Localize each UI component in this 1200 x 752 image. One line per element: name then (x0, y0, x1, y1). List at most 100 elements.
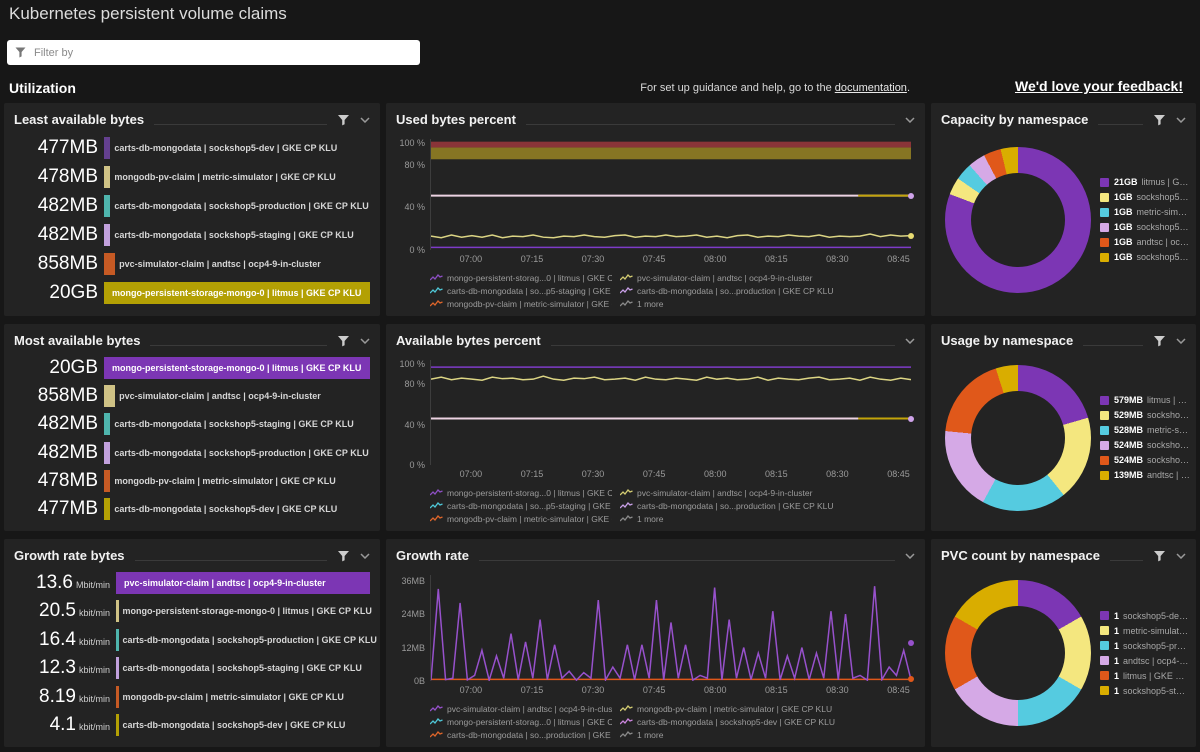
legend-label: sockshop5-s... (1147, 455, 1190, 465)
bar-row[interactable]: 477MB carts-db-mongodata | sockshop5-dev … (14, 497, 370, 522)
legend-item[interactable]: mongo-persistent-storag...0 | litmus | G… (430, 717, 612, 727)
legend-item[interactable]: mongodb-pv-claim | metric-simulator | GK… (620, 704, 915, 714)
legend-item[interactable]: mongo-persistent-storag...0 | litmus | G… (430, 488, 612, 498)
legend-item[interactable]: carts-db-mongodata | sockshop5-dev | GKE… (620, 717, 915, 727)
bar-label: mongo-persistent-storage-mongo-0 | litmu… (122, 606, 372, 617)
legend-item[interactable]: 529MBsockshop5-d... (1100, 408, 1190, 423)
bar-row[interactable]: 20GB mongo-persistent-storage-mongo-0 | l… (14, 281, 370, 306)
filter-funnel-icon[interactable] (337, 114, 350, 126)
legend-item[interactable]: 1GBsockshop5-stag... (1100, 250, 1190, 265)
bar-track: carts-db-mongodata | sockshop5-dev | GKE… (116, 714, 370, 737)
chevron-down-icon[interactable] (360, 116, 370, 123)
filter-funnel-icon[interactable] (1153, 335, 1166, 347)
legend-item[interactable]: 1GBmetric-simulato... (1100, 205, 1190, 220)
legend-item[interactable]: 1sockshop5-produc... (1100, 638, 1190, 653)
chevron-down-icon[interactable] (360, 552, 370, 559)
legend-item[interactable]: mongo-persistent-storag...0 | litmus | G… (430, 273, 612, 283)
legend-item[interactable]: carts-db-mongodata | so...production | G… (430, 730, 612, 740)
bar-row[interactable]: 858MB pvc-simulator-claim | andtsc | ocp4… (14, 384, 370, 409)
legend-swatch (1100, 470, 1109, 480)
panel-used-bytes-percent: Used bytes percent 100 % 80 % 40 % 0 % 07:00… (386, 103, 925, 316)
legend-label: andtsc | ocp... (1147, 470, 1190, 480)
filter-input-container[interactable] (7, 40, 420, 65)
bar-row[interactable]: 478MB mongodb-pv-claim | metric-simulator… (14, 468, 370, 493)
bar-row[interactable]: 13.6 Mbit/min pvc-simulator-claim | andtsc… (14, 570, 370, 595)
bar-value-number: 477MB (37, 498, 98, 520)
legend-item[interactable]: 524MBsockshop5-p... (1100, 438, 1190, 453)
bar-row[interactable]: 477MB carts-db-mongodata | sockshop5-dev … (14, 135, 370, 160)
bar-row[interactable]: 482MB carts-db-mongodata | sockshop5-prod… (14, 440, 370, 465)
bar-row[interactable]: 4.1 kbit/min carts-db-mongodata | sockshop… (14, 713, 370, 738)
legend-item[interactable]: mongodb-pv-claim | metric-simulator | GK… (430, 514, 612, 524)
feedback-link[interactable]: We'd love your feedback! (1014, 78, 1183, 94)
bar-row[interactable]: 858MB pvc-simulator-claim | andtsc | ocp4… (14, 252, 370, 277)
x-axis-tick-label: 08:45 (887, 685, 910, 695)
y-axis-tick-label: 24MB (401, 609, 425, 620)
bar-row[interactable]: 20GB mongo-persistent-storage-mongo-0 | l… (14, 355, 370, 380)
chevron-down-icon[interactable] (1176, 116, 1186, 123)
x-axis: 07:00 07:15 07:30 07:45 08:00 08:15 08:30 08:45 (430, 683, 911, 699)
filter-input[interactable] (32, 45, 412, 60)
legend-item[interactable]: 1 more (620, 514, 915, 524)
x-axis: 07:00 07:15 07:30 07:45 08:00 08:15 08:30 08:45 (430, 252, 911, 268)
filter-funnel-icon[interactable] (337, 335, 350, 347)
legend-item[interactable]: 528MBmetric-simul... (1100, 423, 1190, 438)
bar-label: carts-db-mongodata | sockshop5-dev | GKE… (114, 504, 338, 515)
chevron-down-icon[interactable] (1176, 552, 1186, 559)
chevron-down-icon[interactable] (1176, 337, 1186, 344)
legend-item[interactable]: pvc-simulator-claim | andtsc | ocp4-9-in… (620, 273, 915, 283)
legend-item[interactable]: carts-db-mongodata | so...p5-staging | G… (430, 286, 612, 296)
legend-item[interactable]: 1 more (620, 299, 915, 309)
legend-swatch (1100, 626, 1109, 635)
bar-row[interactable]: 20.5 kbit/min mongo-persistent-storage-mon… (14, 599, 372, 624)
panel-growth-rate-bytes: Growth rate bytes 13.6 Mbit/min pvc-simula… (4, 539, 380, 747)
filter-funnel-icon[interactable] (1153, 114, 1166, 126)
bar-label: carts-db-mongodata | sockshop5-productio… (114, 447, 369, 458)
legend-item[interactable]: 524MBsockshop5-s... (1100, 453, 1190, 468)
chart-legend: pvc-simulator-claim | andtsc | ocp4-9-in… (430, 704, 915, 740)
donut-chart[interactable] (945, 580, 1091, 726)
bar-row[interactable]: 16.4 kbit/min carts-db-mongodata | socksho… (14, 627, 377, 652)
documentation-link[interactable]: documentation (834, 82, 907, 94)
bar-value-unit: kbit/min (78, 722, 110, 733)
legend-item[interactable]: 1sockshop5-staging... (1100, 683, 1190, 698)
donut-chart[interactable] (945, 364, 1091, 511)
donut-chart[interactable] (945, 146, 1091, 293)
bar-label: carts-db-mongodata | sockshop5-productio… (122, 634, 377, 645)
legend-item[interactable]: pvc-simulator-claim | andtsc | ocp4-9-in… (620, 488, 915, 498)
chevron-down-icon[interactable] (360, 337, 370, 344)
legend-item[interactable]: 1 more (620, 730, 915, 740)
filter-funnel-icon[interactable] (1153, 550, 1166, 562)
bar-row[interactable]: 12.3 kbit/min carts-db-mongodata | socksho… (14, 656, 370, 681)
chart-body: 100 % 80 % 40 % 0 % 07:00 07:15 07:30 07:45 08:0… (386, 129, 925, 316)
legend-item[interactable]: carts-db-mongodata | so...p5-staging | G… (430, 501, 612, 511)
legend-item[interactable]: 1GBsockshop5-prod... (1100, 220, 1190, 235)
chevron-down-icon[interactable] (905, 116, 915, 123)
chevron-down-icon[interactable] (905, 337, 915, 344)
legend-item[interactable]: 1GBsockshop5-dev ... (1100, 190, 1190, 205)
legend-line-icon (620, 300, 633, 307)
legend-item[interactable]: pvc-simulator-claim | andtsc | ocp4-9-in… (430, 704, 612, 714)
chevron-down-icon[interactable] (905, 552, 915, 559)
bar-track: mongo-persistent-storage-mongo-0 | litmu… (104, 282, 370, 305)
bar-row[interactable]: 8.19 kbit/min mongodb-pv-claim | metric-si… (14, 684, 370, 709)
bar-row[interactable]: 482MB carts-db-mongodata | sockshop5-prod… (14, 193, 370, 218)
filter-funnel-icon[interactable] (337, 550, 350, 562)
bar-row[interactable]: 482MB carts-db-mongodata | sockshop5-stag… (14, 412, 370, 437)
bar-row[interactable]: 478MB mongodb-pv-claim | metric-simulator… (14, 164, 370, 189)
legend-item[interactable]: mongodb-pv-claim | metric-simulator | GK… (430, 299, 612, 309)
bar-value-unit: kbit/min (78, 665, 110, 676)
legend-item[interactable]: carts-db-mongodata | so...production | G… (620, 286, 915, 296)
bar-row[interactable]: 482MB carts-db-mongodata | sockshop5-stag… (14, 223, 370, 248)
bar-track: mongodb-pv-claim | metric-simulator | GK… (116, 685, 370, 708)
legend-item[interactable]: carts-db-mongodata | so...production | G… (620, 501, 915, 511)
